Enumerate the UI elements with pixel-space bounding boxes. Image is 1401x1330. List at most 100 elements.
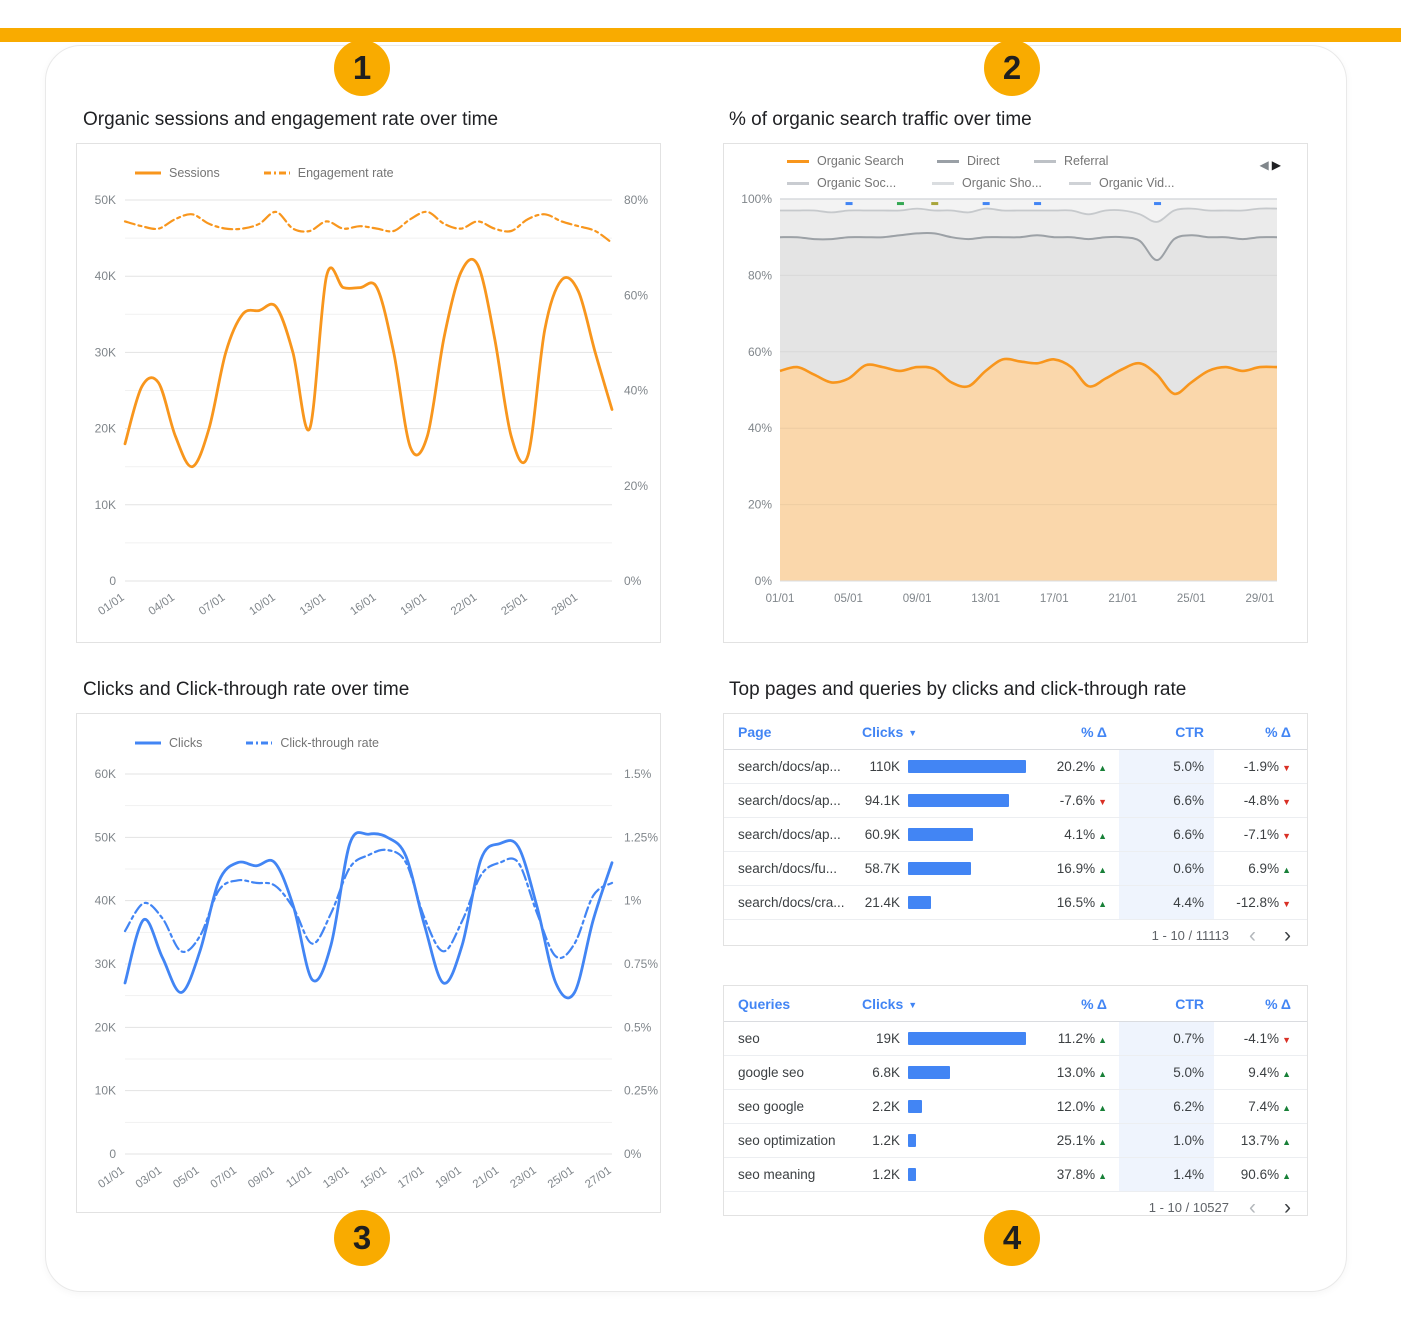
svg-text:09/01: 09/01: [903, 593, 932, 605]
row-label: search/docs/ap...: [738, 759, 841, 774]
legend-label: Organic Search: [817, 154, 904, 168]
sessions-svg: 0 10K 20K 30K 40K 50K 0% 20% 40% 60% 80% 01/01 04/01…: [95, 193, 649, 618]
next-arrow-icon[interactable]: ▶: [1271, 158, 1281, 172]
clicks-value: 1.2K: [872, 1133, 900, 1148]
trend-up-icon: ▲: [1282, 1137, 1291, 1147]
clicks-chart-canvas: 0 10K 20K 30K 40K 50K 60K 0% 0.25% 0.5% 0.75% 1% 1.2…: [77, 714, 660, 1212]
ctr-delta: -4.8% ▼: [1243, 793, 1291, 808]
svg-text:10K: 10K: [95, 498, 116, 512]
table-row[interactable]: google seo 6.8K 13.0% ▲ 5.0% 9.4% ▲: [724, 1056, 1307, 1090]
sessions-chart[interactable]: Sessions Engagement rate 0 10K 20K 30K 40K 50K…: [76, 143, 661, 643]
line-swatch-icon: [937, 159, 959, 163]
clicks-bar-cell: [906, 1134, 1039, 1147]
legend-label: Sessions: [169, 166, 220, 180]
mini-series-marker: [896, 202, 904, 206]
svg-text:10/01: 10/01: [247, 592, 277, 618]
col-header-clicks-delta[interactable]: % Δ: [1081, 995, 1107, 1012]
legend-item-direct: Direct: [937, 154, 1000, 168]
trend-up-icon: ▲: [1282, 865, 1291, 875]
pagination-range: 1 - 10 / 11113: [1151, 928, 1229, 943]
table-row[interactable]: search/docs/ap... 60.9K 4.1% ▲ 6.6% -7.1% ▼: [724, 818, 1307, 852]
clicks-delta: 13.0% ▲: [1056, 1065, 1107, 1080]
svg-text:01/01: 01/01: [96, 1165, 126, 1191]
svg-text:1.5%: 1.5%: [624, 767, 652, 781]
clicks-bar: [908, 1100, 922, 1113]
sessions-chart-legend: Sessions Engagement rate: [135, 166, 394, 180]
ctr-value: 0.6%: [1119, 852, 1214, 885]
col-header-ctr-delta[interactable]: % Δ: [1265, 995, 1291, 1012]
table-row[interactable]: search/docs/cra... 21.4K 16.5% ▲ 4.4% -12.8% ▼: [724, 886, 1307, 920]
table-row[interactable]: seo meaning 1.2K 37.8% ▲ 1.4% 90.6% ▲: [724, 1158, 1307, 1192]
clicks-series-0: [123, 831, 614, 1000]
col-header-clicks-delta[interactable]: % Δ: [1081, 723, 1107, 740]
trend-down-icon: ▼: [1098, 797, 1107, 807]
svg-text:50K: 50K: [95, 193, 116, 207]
svg-text:40%: 40%: [748, 421, 772, 435]
svg-text:80%: 80%: [624, 193, 648, 207]
col-header-page[interactable]: Page: [738, 723, 772, 740]
mini-series-marker: [1154, 202, 1162, 206]
table-row[interactable]: search/docs/fu... 58.7K 16.9% ▲ 0.6% 6.9% ▲: [724, 852, 1307, 886]
annotation-badge-2: 2: [984, 40, 1040, 96]
legend-item-organic-soc-: Organic Soc...: [787, 176, 896, 190]
trend-down-icon: ▼: [1282, 763, 1291, 773]
clicks-value: 94.1K: [864, 793, 900, 808]
ctr-delta: -12.8% ▼: [1236, 895, 1291, 910]
prev-page-button[interactable]: ‹: [1249, 924, 1256, 947]
svg-text:0.75%: 0.75%: [624, 957, 658, 971]
svg-text:17/01: 17/01: [396, 1165, 426, 1191]
clicks-chart[interactable]: Clicks Click-through rate 0 10K 20K 30K 40K 50…: [76, 713, 661, 1213]
report-card: Organic sessions and engagement rate ove…: [45, 45, 1347, 1292]
svg-text:60%: 60%: [624, 288, 648, 302]
clicks-delta: 25.1% ▲: [1056, 1133, 1107, 1148]
trend-up-icon: ▲: [1282, 1171, 1291, 1181]
x-axis-labels: 01/01 03/01 05/01 07/01 09/01 11/01 13/01 15/01…: [96, 1165, 613, 1191]
pagination-range: 1 - 10 / 10527: [1148, 1200, 1229, 1215]
legend-label: Organic Sho...: [962, 176, 1042, 190]
table-row[interactable]: seo optimization 1.2K 25.1% ▲ 1.0% 13.7% ▲: [724, 1124, 1307, 1158]
prev-page-button[interactable]: ‹: [1249, 1196, 1256, 1219]
top-queries-table: Queries Clicks ▼ % Δ CTR % Δ seo 19K 11.2% ▲ 0.7% -…: [723, 985, 1308, 1219]
left-axis-labels: 0 10K 20K 30K 40K 50K: [95, 193, 117, 588]
svg-text:05/01: 05/01: [171, 1165, 201, 1191]
col-header-clicks[interactable]: Clicks ▼: [862, 723, 918, 740]
ctr-delta: 6.9% ▲: [1248, 861, 1291, 876]
svg-text:21/01: 21/01: [471, 1165, 501, 1191]
clicks-bar-cell: [906, 862, 1039, 875]
table-row[interactable]: seo 19K 11.2% ▲ 0.7% -4.1% ▼: [724, 1022, 1307, 1056]
next-page-button[interactable]: ›: [1284, 924, 1291, 947]
row-label: seo optimization: [738, 1133, 836, 1148]
col-header-ctr[interactable]: CTR: [1175, 723, 1204, 740]
clicks-value: 1.2K: [872, 1167, 900, 1182]
svg-text:16/01: 16/01: [348, 592, 378, 618]
col-header-clicks[interactable]: Clicks ▼: [862, 995, 918, 1012]
svg-text:19/01: 19/01: [399, 592, 429, 618]
clicks-bar: [908, 1066, 951, 1079]
col-header-queries[interactable]: Queries: [738, 995, 791, 1012]
table-header-row: Page Clicks ▼ % Δ CTR % Δ: [724, 714, 1307, 750]
sort-desc-icon: ▼: [908, 727, 918, 738]
col-header-ctr[interactable]: CTR: [1175, 995, 1204, 1012]
clicks-series-1: [123, 848, 614, 960]
col-header-ctr-delta[interactable]: % Δ: [1265, 723, 1291, 740]
svg-text:01/01: 01/01: [766, 593, 795, 605]
prev-arrow-icon[interactable]: ◀: [1259, 158, 1269, 172]
traffic-share-chart[interactable]: Organic Search Direct Referral Organic Soc.…: [723, 143, 1308, 643]
sort-desc-icon: ▼: [908, 999, 918, 1010]
table-row[interactable]: search/docs/ap... 94.1K -7.6% ▼ 6.6% -4.8% ▼: [724, 784, 1307, 818]
annotation-badge-1: 1: [334, 40, 390, 96]
table-row[interactable]: seo google 2.2K 12.0% ▲ 6.2% 7.4% ▲: [724, 1090, 1307, 1124]
trend-down-icon: ▼: [1282, 1035, 1291, 1045]
clicks-delta: 37.8% ▲: [1056, 1167, 1107, 1182]
svg-text:0: 0: [109, 574, 116, 588]
legend-label: Clicks: [169, 736, 203, 750]
table-row[interactable]: search/docs/ap... 110K 20.2% ▲ 5.0% -1.9% ▼: [724, 750, 1307, 784]
svg-text:23/01: 23/01: [508, 1165, 538, 1191]
svg-text:0.5%: 0.5%: [624, 1020, 652, 1034]
next-page-button[interactable]: ›: [1284, 1196, 1291, 1219]
annotation-badge-4: 4: [984, 1210, 1040, 1266]
legend-item-engagement-rate: Engagement rate: [263, 166, 394, 180]
line-swatch-icon: [1069, 181, 1091, 185]
svg-text:0%: 0%: [624, 1147, 642, 1161]
sessions-series-0: [123, 257, 614, 469]
